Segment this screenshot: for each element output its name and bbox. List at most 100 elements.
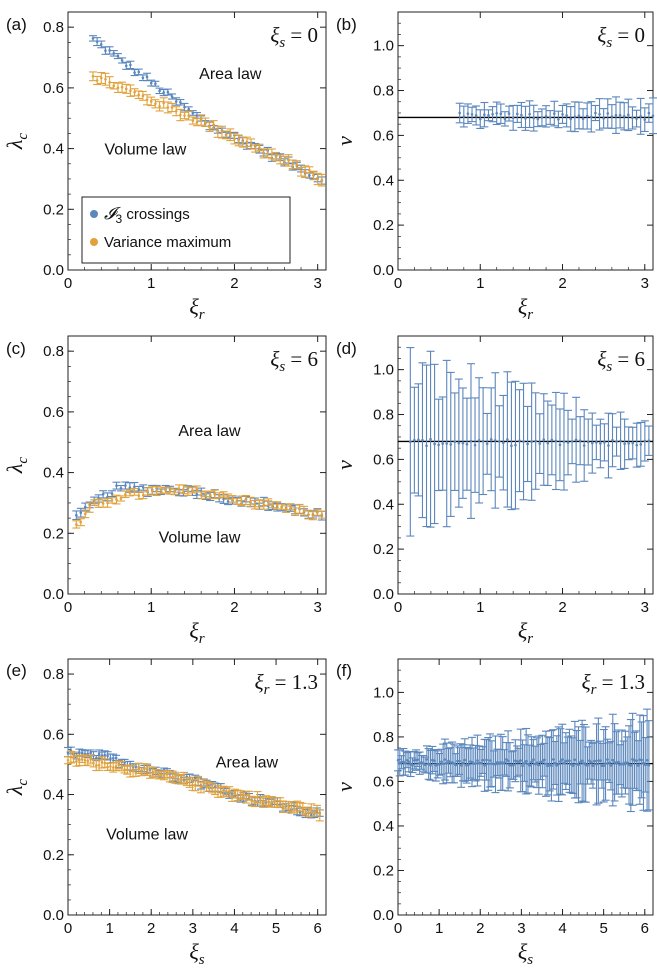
series-variance-maximum (72, 484, 326, 529)
data-point (639, 115, 642, 118)
data-point (467, 763, 470, 766)
data-point (79, 520, 83, 524)
data-point (124, 64, 128, 68)
data-point (595, 441, 598, 444)
data-point (213, 493, 217, 496)
data-point (166, 90, 170, 94)
data-point (204, 492, 208, 496)
data-point (320, 513, 324, 516)
data-point (577, 763, 580, 767)
data-point (512, 763, 515, 767)
data-point (179, 113, 182, 117)
data-point (298, 805, 302, 809)
data-point (483, 764, 486, 767)
data-point (88, 506, 92, 509)
data-point (228, 133, 232, 137)
data-point (281, 805, 285, 809)
data-point (316, 177, 319, 181)
data-point (120, 59, 124, 62)
data-point (149, 100, 153, 103)
data-point (78, 759, 81, 762)
y-tick-label: 0.8 (373, 407, 394, 424)
data-point (170, 95, 174, 98)
data-point (651, 114, 655, 118)
parameter-annotation: ξr = 1.3 (582, 670, 645, 698)
data-point (191, 489, 194, 492)
data-point (639, 443, 643, 446)
data-point (566, 441, 570, 444)
x-tick-label: 3 (314, 599, 322, 616)
data-point (603, 441, 606, 444)
x-tick-label: 0 (394, 599, 402, 616)
data-point (457, 441, 461, 445)
series-nu (455, 96, 657, 135)
data-point (233, 137, 236, 141)
data-point (526, 762, 530, 766)
panel-label: (a) (6, 15, 27, 34)
data-point (146, 490, 150, 493)
data-point (544, 115, 548, 118)
region-label: Area law (178, 423, 241, 440)
panel-c: 0 1 2 3 0.0 0.2 0.4 0.6 0.8 ξr λc (c) ξs = 6 Area law… (2, 335, 327, 647)
data-point (635, 443, 639, 447)
data-point (622, 763, 625, 766)
data-point (598, 759, 602, 762)
data-point (120, 85, 124, 89)
y-axis-title: λc (2, 133, 31, 151)
x-tick-label: 0 (394, 275, 402, 292)
data-point (97, 752, 101, 756)
data-point (622, 114, 626, 118)
data-point (643, 763, 647, 767)
data-point (607, 761, 611, 764)
data-point (524, 759, 528, 763)
data-point (425, 444, 428, 448)
x-tick-label: 5 (272, 920, 280, 937)
x-tick-label: 3 (517, 920, 525, 937)
data-point (510, 444, 513, 448)
y-tick-label: 0.2 (373, 862, 394, 879)
data-point (253, 147, 257, 150)
data-point (158, 105, 161, 108)
y-tick-label: 0.2 (43, 847, 64, 864)
data-point (462, 115, 466, 118)
data-point (631, 441, 635, 445)
x-tick-label: 2 (230, 599, 238, 616)
panel-label: (e) (6, 661, 27, 680)
data-point (158, 89, 161, 93)
data-point (534, 439, 537, 443)
data-point (591, 764, 595, 767)
data-point (436, 763, 440, 766)
x-tick-label: 4 (230, 920, 238, 937)
data-point (463, 758, 467, 762)
x-tick-label: 2 (476, 920, 484, 937)
data-point (495, 111, 499, 115)
data-point (619, 439, 622, 443)
panel-label: (c) (6, 339, 26, 358)
data-point (506, 438, 509, 441)
data-point (283, 159, 286, 162)
x-tick-label: 5 (599, 920, 607, 937)
y-axis-title: ν (332, 782, 357, 792)
data-point (143, 767, 146, 771)
data-point (79, 511, 83, 515)
data-point (128, 491, 132, 495)
data-point (411, 763, 414, 767)
data-point (546, 764, 550, 768)
data-point (83, 512, 87, 516)
data-point (481, 439, 485, 443)
data-point (623, 442, 626, 446)
x-tick-label: 3 (314, 275, 322, 292)
legend-entry: 𝓘3 crossings (104, 204, 190, 226)
data-point (185, 780, 189, 784)
y-axis-title: ν (332, 136, 357, 146)
data-point (461, 761, 465, 765)
data-point (413, 438, 416, 442)
data-point (199, 118, 203, 122)
data-point (562, 440, 566, 443)
data-point (124, 87, 128, 91)
series-nu (394, 708, 653, 813)
data-point (458, 111, 461, 115)
parameter-annotation: ξs = 0 (597, 23, 645, 51)
data-point (497, 440, 501, 443)
y-tick-label: 0.8 (43, 19, 64, 36)
